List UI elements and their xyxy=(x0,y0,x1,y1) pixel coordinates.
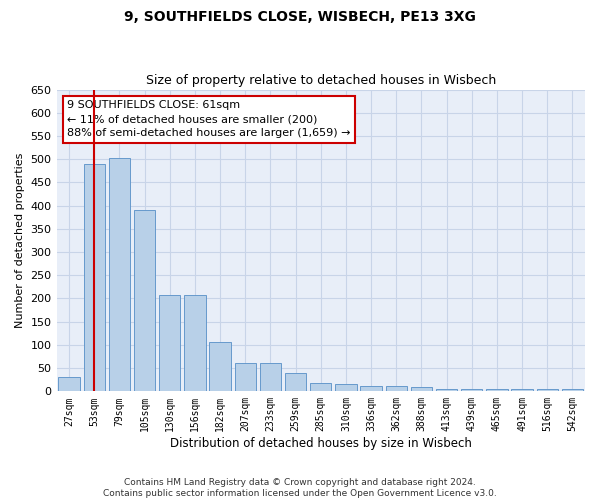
Bar xyxy=(209,342,231,392)
Bar xyxy=(260,364,281,392)
Bar xyxy=(335,384,356,392)
Bar xyxy=(310,383,331,392)
Bar xyxy=(386,386,407,392)
Bar xyxy=(109,158,130,392)
Text: 9, SOUTHFIELDS CLOSE, WISBECH, PE13 3XG: 9, SOUTHFIELDS CLOSE, WISBECH, PE13 3XG xyxy=(124,10,476,24)
X-axis label: Distribution of detached houses by size in Wisbech: Distribution of detached houses by size … xyxy=(170,437,472,450)
Bar xyxy=(184,295,206,392)
Y-axis label: Number of detached properties: Number of detached properties xyxy=(15,153,25,328)
Bar xyxy=(411,386,432,392)
Bar xyxy=(285,373,307,392)
Bar xyxy=(159,295,181,392)
Bar xyxy=(436,389,457,392)
Bar xyxy=(461,389,482,392)
Bar xyxy=(134,210,155,392)
Bar xyxy=(361,386,382,392)
Bar xyxy=(511,389,533,392)
Bar xyxy=(486,389,508,392)
Bar xyxy=(83,164,105,392)
Text: Contains HM Land Registry data © Crown copyright and database right 2024.
Contai: Contains HM Land Registry data © Crown c… xyxy=(103,478,497,498)
Bar xyxy=(58,378,80,392)
Text: 9 SOUTHFIELDS CLOSE: 61sqm
← 11% of detached houses are smaller (200)
88% of sem: 9 SOUTHFIELDS CLOSE: 61sqm ← 11% of deta… xyxy=(67,100,350,138)
Title: Size of property relative to detached houses in Wisbech: Size of property relative to detached ho… xyxy=(146,74,496,87)
Bar xyxy=(536,389,558,392)
Bar xyxy=(235,364,256,392)
Bar xyxy=(562,389,583,392)
